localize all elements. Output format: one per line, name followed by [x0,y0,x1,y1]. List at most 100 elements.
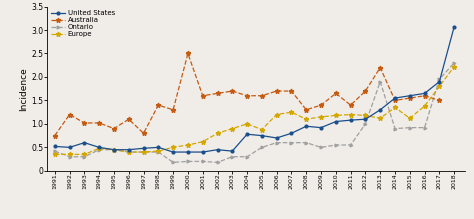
United States [244,133,250,136]
Ontario [437,78,442,81]
Australia [407,97,413,99]
Ontario [363,123,368,125]
Ontario [422,126,428,129]
Ontario [170,161,176,164]
Europe [274,113,280,116]
Australia [274,90,280,92]
Ontario [141,151,146,153]
Australia [52,134,58,137]
United States [363,118,368,120]
United States [185,151,191,153]
Europe [348,113,354,116]
United States [407,94,413,97]
Europe [67,153,73,156]
Ontario [155,151,161,153]
Line: Ontario: Ontario [54,62,456,164]
Europe [437,85,442,88]
Australia [392,99,398,102]
United States [155,146,161,149]
Europe [318,116,324,118]
Ontario [289,141,294,144]
Europe [111,148,117,151]
United States [348,119,354,122]
Europe [170,146,176,149]
Australia [259,94,264,97]
United States [422,92,428,95]
Australia [200,94,206,97]
Ontario [259,146,264,149]
Australia [377,66,383,69]
Ontario [451,62,457,64]
Australia [333,92,339,95]
Europe [185,144,191,146]
Australia [437,99,442,102]
Europe [392,106,398,109]
United States [303,125,309,127]
United States [200,151,206,153]
Australia [244,94,250,97]
Australia [67,113,73,116]
Ontario [126,151,132,153]
Ontario [392,127,398,130]
United States [437,80,442,83]
United States [377,108,383,111]
Australia [348,104,354,106]
United States [111,148,117,151]
Europe [200,140,206,143]
Ontario [82,155,87,158]
United States [451,25,457,28]
Ontario [274,141,280,144]
Europe [141,151,146,153]
Ontario [333,144,339,146]
Line: Australia: Australia [52,51,442,138]
United States [52,145,58,148]
Europe [229,127,235,130]
Australia [289,90,294,92]
United States [392,97,398,99]
Legend: United States, Australia, Ontario, Europe: United States, Australia, Ontario, Europ… [49,9,116,39]
Australia [170,108,176,111]
United States [215,148,220,151]
Australia [82,122,87,124]
Europe [451,65,457,68]
Europe [422,105,428,107]
Europe [289,111,294,113]
United States [126,148,132,151]
Europe [96,147,102,150]
United States [274,137,280,139]
Australia [111,127,117,130]
Europe [407,117,413,120]
Ontario [229,155,235,158]
Europe [259,128,264,131]
Y-axis label: Incidence: Incidence [19,67,28,111]
Australia [141,132,146,135]
Europe [333,114,339,117]
Ontario [348,144,354,146]
United States [67,146,73,149]
Ontario [200,160,206,163]
Australia [303,108,309,111]
Australia [215,92,220,95]
Europe [303,118,309,120]
Australia [126,118,132,120]
Ontario [185,160,191,163]
United States [333,120,339,123]
Australia [229,90,235,92]
United States [96,146,102,149]
Ontario [111,148,117,151]
Ontario [318,146,324,149]
Line: United States: United States [54,25,456,154]
United States [229,150,235,152]
Line: Europe: Europe [52,64,456,157]
Europe [52,153,58,156]
Australia [155,104,161,106]
United States [289,132,294,135]
Australia [185,52,191,55]
Ontario [67,155,73,158]
United States [170,151,176,153]
Ontario [407,126,413,129]
Australia [363,90,368,92]
Australia [422,94,428,97]
Australia [318,104,324,106]
Europe [155,150,161,152]
